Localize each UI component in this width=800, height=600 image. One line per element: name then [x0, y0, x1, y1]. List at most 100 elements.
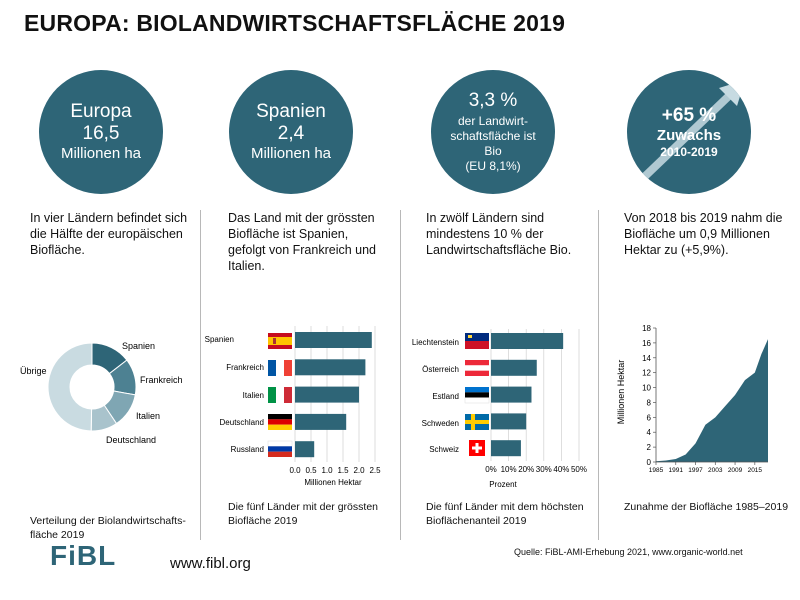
- growth-arrow-icon: [636, 80, 745, 185]
- russia-flag-icon: [267, 440, 293, 457]
- estonia-flag-icon: [464, 387, 490, 404]
- circle-line: Zuwachs: [656, 126, 722, 144]
- bar1-tick-label: 0.0: [289, 466, 301, 475]
- switzerland-flag-icon: [469, 440, 485, 456]
- website-link[interactable]: www.fibl.org: [170, 555, 251, 572]
- share-bar-chart: Liechtenstein Österreich Estland Schwede…: [412, 329, 587, 489]
- bar2-tick-label: 10%: [501, 465, 517, 474]
- description-1: In vier Ländern befindet sich die Hälfte…: [30, 211, 188, 257]
- circle-line: schaftsfläche ist: [450, 129, 536, 143]
- bar2-tick-label: 0%: [485, 465, 497, 474]
- bar2-bar: [491, 333, 564, 349]
- area-xtick-label: 2015: [748, 467, 763, 474]
- bar1-bar: [295, 441, 315, 458]
- area-bar-chart: Spanien Frankreich Italien Deutschland R…: [205, 326, 381, 487]
- bar1-label-deutschland: Deutschland: [220, 418, 264, 427]
- caption-4: Zunahme der Biofläche 1985–2019: [624, 501, 789, 513]
- circle-line: Europa: [70, 101, 132, 122]
- fibl-logo: FiBL: [50, 540, 117, 571]
- bar2-axis-label: Prozent: [489, 480, 517, 489]
- area-ytick-label: 4: [647, 428, 652, 437]
- area-xtick-label: 2003: [708, 467, 723, 474]
- circle-line: Millionen ha: [60, 145, 142, 162]
- caption-3: Die fünf Länder mit dem höchsten Biofläc…: [426, 501, 584, 527]
- circle-line: +65 %: [661, 104, 717, 126]
- bar2-tick-label: 50%: [571, 465, 587, 474]
- stat-circle-zuwachs: +65 % Zuwachs 2010-2019: [627, 70, 751, 194]
- donut-label-italien: Italien: [136, 411, 160, 421]
- bar1-bar: [295, 413, 347, 430]
- donut-label-spanien: Spanien: [122, 341, 155, 351]
- description-3: In zwölf Ländern sind mindestens 10 % de…: [426, 211, 572, 257]
- bar2-bar: [491, 413, 527, 430]
- area-xtick-label: 1997: [688, 467, 703, 474]
- area-xtick-label: 1991: [669, 467, 684, 474]
- bar2-bar: [491, 386, 532, 403]
- growth-area-chart: Millionen Hektar 0 2 4 6 8 10 12 14 16 18 1985 199…: [616, 324, 768, 474]
- germany-flag-icon: [268, 414, 292, 430]
- bar2-bar: [491, 440, 521, 457]
- sweden-flag-icon: [465, 414, 489, 430]
- page-title: EUROPA: BIOLANDWIRTSCHAFTSFLÄCHE 2019: [24, 10, 566, 36]
- bar2-label-estland: Estland: [432, 392, 459, 401]
- description-4: Von 2018 bis 2019 nahm die Biofläche um …: [624, 211, 783, 257]
- bar1-bar: [295, 332, 372, 348]
- area-ytick-label: 18: [642, 324, 651, 333]
- donut-slice-4: [47, 342, 93, 432]
- bar1-tick-label: 0.5: [305, 466, 317, 475]
- caption-1: Verteilung der Biolandwirtschafts-fläche…: [30, 515, 186, 541]
- bar1-label-spanien: Spanien: [205, 335, 234, 344]
- area-ytick-label: 0: [647, 458, 652, 467]
- bar1-tick-label: 1.5: [337, 466, 349, 475]
- area-series: [656, 339, 768, 462]
- bar2-tick-label: 20%: [518, 465, 534, 474]
- column-divider: [400, 210, 401, 540]
- area-ytick-label: 6: [647, 413, 652, 422]
- donut-label-deutschland: Deutschland: [106, 435, 156, 445]
- bar1-bar: [295, 359, 366, 376]
- area-ytick-label: 10: [642, 384, 651, 393]
- bar2-label-liechtenstein: Liechtenstein: [412, 338, 459, 347]
- bar1-axis-label: Millionen Hektar: [304, 478, 362, 487]
- donut-label-uebrige: Übrige: [20, 366, 47, 376]
- bar1-tick-label: 2.5: [369, 466, 381, 475]
- area-ylabel: Millionen Hektar: [616, 360, 626, 425]
- circle-line: 2010-2019: [660, 144, 718, 159]
- area-ytick-label: 16: [642, 339, 651, 348]
- italy-flag-icon: [268, 387, 292, 403]
- donut-label-frankreich: Frankreich: [140, 375, 183, 385]
- circle-line: Spanien: [256, 101, 326, 122]
- donut-chart: Spanien Frankreich Italien Deutschland Ü…: [20, 341, 183, 445]
- area-ytick-label: 14: [642, 354, 651, 363]
- circle-line: 3,3 %: [468, 90, 518, 111]
- area-xtick-label: 2009: [728, 467, 743, 474]
- bar2-tick-label: 40%: [553, 465, 569, 474]
- bar1-label-frankreich: Frankreich: [226, 363, 264, 372]
- stat-circle-spanien: Spanien 2,4 Millionen ha: [229, 70, 353, 194]
- spain-flag-icon: [268, 333, 292, 349]
- column-divider: [598, 210, 599, 540]
- bar2-label-oesterreich: Österreich: [422, 365, 459, 374]
- circle-line: Bio: [484, 144, 502, 158]
- circle-line: 2,4: [277, 123, 305, 144]
- bar2-label-schweiz: Schweiz: [429, 445, 459, 454]
- liechtenstein-flag-icon: [465, 333, 489, 349]
- stat-circle-anteil: 3,3 % der Landwirt- schaftsfläche ist Bi…: [431, 70, 555, 194]
- caption-2: Die fünf Länder mit der grössten Biofläc…: [228, 501, 378, 527]
- france-flag-icon: [268, 360, 292, 376]
- area-ytick-label: 2: [647, 443, 652, 452]
- bar2-label-schweden: Schweden: [422, 419, 459, 428]
- stat-circle-europa: Europa 16,5 Millionen ha: [39, 70, 163, 194]
- column-divider: [200, 210, 201, 540]
- austria-flag-icon: [465, 360, 489, 376]
- bar1-label-russland: Russland: [231, 445, 264, 454]
- bar1-tick-label: 1.0: [321, 466, 333, 475]
- area-ytick-label: 12: [642, 369, 651, 378]
- area-ytick-label: 8: [647, 398, 652, 407]
- circle-line: Millionen ha: [250, 145, 332, 162]
- bar1-label-italien: Italien: [243, 391, 264, 400]
- bar1-tick-label: 2.0: [353, 466, 365, 475]
- bar1-bar: [295, 386, 359, 403]
- circle-line: (EU 8,1%): [465, 159, 521, 173]
- bar2-bar: [491, 359, 537, 376]
